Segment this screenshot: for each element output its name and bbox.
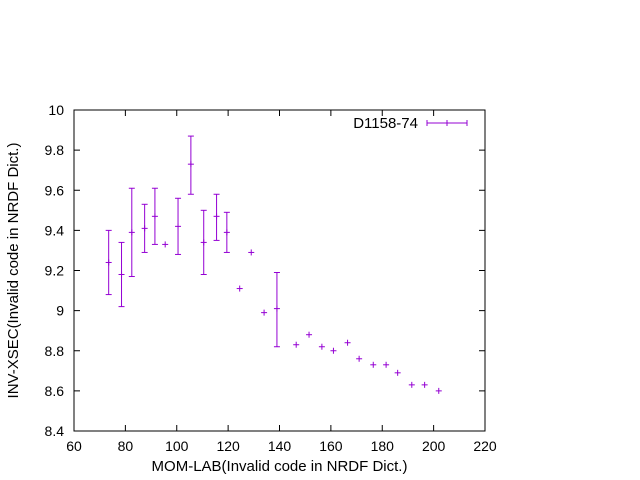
x-tick-label: 160 xyxy=(319,438,343,454)
x-tick-label: 80 xyxy=(118,438,134,454)
data-point xyxy=(318,343,325,350)
data-point xyxy=(151,187,158,245)
data-point xyxy=(200,209,207,276)
y-tick-label: 9.2 xyxy=(45,263,65,279)
x-tick-label: 180 xyxy=(371,438,395,454)
tick-labels: 60 80 100 120 140 160 180 200 220 8.4 8.6 8.8 9 9.2 9.… xyxy=(45,102,497,454)
data-point xyxy=(383,361,390,368)
x-axis-title: MOM-LAB(Invalid code in NRDF Dict.) xyxy=(152,458,408,475)
data-points xyxy=(105,135,442,394)
y-tick-label: 9.6 xyxy=(45,182,65,198)
data-point xyxy=(394,369,401,376)
y-tick-label: 9.4 xyxy=(45,222,65,238)
y-tick-label: 9.8 xyxy=(45,142,65,158)
data-point xyxy=(248,249,255,256)
data-point xyxy=(356,355,363,362)
data-point xyxy=(141,203,148,253)
data-point xyxy=(330,347,337,354)
data-point xyxy=(421,381,428,388)
x-tick-label: 140 xyxy=(268,438,292,454)
legend-label: D1158-74 xyxy=(353,115,418,132)
data-point xyxy=(435,387,442,394)
data-point xyxy=(261,309,268,316)
data-point xyxy=(344,339,351,346)
y-tick-label: 8.8 xyxy=(45,343,65,359)
data-point xyxy=(293,341,300,348)
data-point xyxy=(273,272,280,348)
data-point xyxy=(175,197,182,255)
data-point xyxy=(306,331,313,338)
x-tick-label: 200 xyxy=(422,438,446,454)
x-tick-label: 120 xyxy=(216,438,240,454)
data-point xyxy=(408,381,415,388)
x-tick-label: 100 xyxy=(165,438,189,454)
plot-frame xyxy=(73,109,486,432)
y-tick-label: 10 xyxy=(48,102,64,118)
x-tick-label: 60 xyxy=(66,438,82,454)
axis-ticks xyxy=(73,109,486,432)
legend: D1158-74 xyxy=(353,115,468,132)
data-point xyxy=(213,193,220,241)
y-tick-label: 9 xyxy=(56,303,64,319)
data-point xyxy=(118,241,125,308)
legend-sample xyxy=(426,120,468,126)
data-point xyxy=(223,211,230,253)
data-point xyxy=(236,285,243,292)
y-tick-label: 8.6 xyxy=(45,383,65,399)
data-point xyxy=(105,229,112,296)
data-point xyxy=(162,241,169,248)
data-point xyxy=(128,187,135,278)
data-point xyxy=(187,135,194,195)
y-tick-label: 8.4 xyxy=(45,423,65,439)
data-point xyxy=(370,361,377,368)
y-axis-title: INV-XSEC(Invalid code in NRDF Dict.) xyxy=(5,143,22,399)
x-tick-label: 220 xyxy=(473,438,497,454)
